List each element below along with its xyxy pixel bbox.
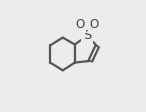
Text: O: O bbox=[90, 18, 99, 31]
Text: S: S bbox=[83, 29, 91, 42]
Text: O: O bbox=[75, 18, 84, 31]
